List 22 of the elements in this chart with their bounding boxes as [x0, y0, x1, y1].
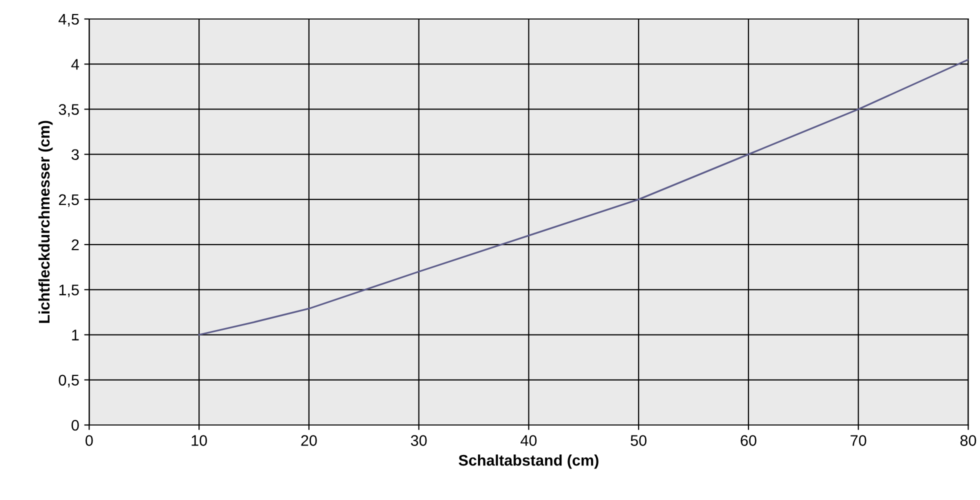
y-tick-label: 4: [71, 59, 80, 70]
x-tick-label: 0: [86, 435, 93, 446]
y-tick-label: 1: [72, 330, 79, 340]
y-tick-label: 2,5: [58, 194, 79, 207]
y-tick-label: 1,5: [59, 284, 79, 298]
x-tick-label: 80: [960, 435, 976, 446]
x-tick-label: 40: [520, 435, 537, 446]
y-axis-title: Lichtfleckdurchmesser (cm): [38, 120, 53, 323]
x-axis-title: Schaltabstand (cm): [458, 454, 598, 469]
x-tick-label: 30: [410, 435, 427, 446]
x-tick-label: 50: [630, 435, 646, 446]
x-tick-label: 70: [850, 435, 866, 446]
y-tick-label: 0: [72, 420, 79, 431]
y-tick-label: 4,5: [58, 14, 79, 26]
line-series: [198, 58, 968, 336]
x-tick-label: 60: [740, 435, 756, 446]
x-tick-label: 20: [301, 435, 317, 446]
y-tick-label: 2: [72, 239, 79, 250]
y-tick-label: 0,5: [58, 374, 79, 388]
x-tick-label: 10: [192, 435, 207, 446]
y-tick-label: 3,5: [58, 104, 79, 117]
y-tick-label: 3: [72, 149, 79, 160]
